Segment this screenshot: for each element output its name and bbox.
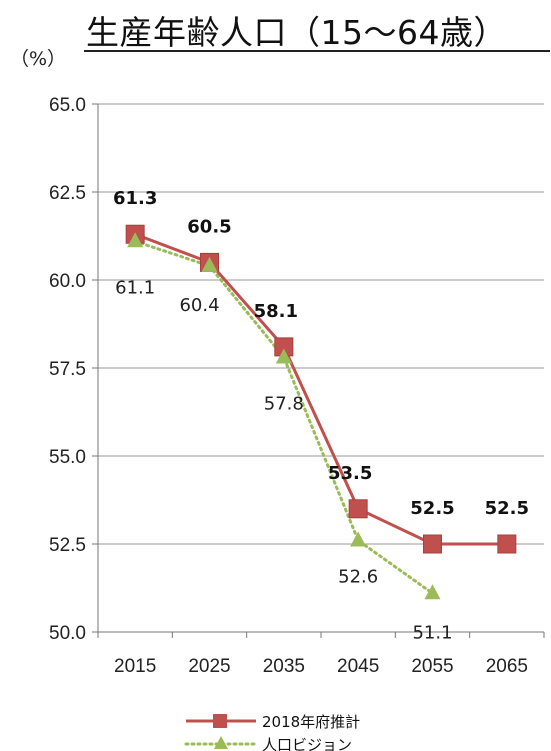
grid-lines — [98, 103, 544, 545]
x-tick-label-2065: 2065 — [486, 656, 528, 677]
data-label-b-2015: 61.1 — [115, 277, 155, 298]
data-label-a-2035: 58.1 — [254, 301, 298, 322]
x-tick-label-2055: 2055 — [411, 656, 453, 677]
x-tick-label-2015: 2015 — [114, 656, 156, 677]
data-label-a-2015: 61.3 — [113, 188, 157, 209]
chart-title: 生産年齢人口（15～64歳） — [86, 13, 507, 52]
y-tick-label-57.5: 57.5 — [49, 359, 86, 380]
axes — [92, 103, 545, 638]
y-tick-label-50.0: 50.0 — [49, 623, 86, 644]
y-tick-label-55.0: 55.0 — [49, 447, 86, 468]
marker-a-2045 — [348, 499, 368, 519]
x-tick-label-2045: 2045 — [337, 656, 379, 677]
title-underline — [84, 50, 550, 52]
y-tick-label-65.0: 65.0 — [49, 95, 86, 116]
marker-b-2045 — [350, 531, 367, 547]
y-tick-label-52.5: 52.5 — [49, 535, 86, 556]
series-layer — [125, 224, 517, 600]
x-tick-label-2035: 2035 — [263, 656, 305, 677]
data-label-a-2055: 52.5 — [410, 498, 454, 519]
marker-a-2055 — [423, 534, 442, 554]
data-label-a-2025: 60.5 — [187, 216, 231, 237]
data-label-b-2035: 57.8 — [264, 393, 304, 414]
legend-label-a: 2018年府推計 — [262, 713, 360, 731]
y-axis-unit: （%） — [10, 48, 67, 70]
y-tick-labels: 50.0 52.5 55.0 57.5 60.0 62.5 65.0 — [49, 95, 86, 644]
marker-b-2025 — [201, 256, 218, 272]
marker-b-2055 — [424, 584, 441, 600]
data-label-b-2025: 60.4 — [179, 295, 219, 316]
legend-marker-b — [214, 736, 228, 749]
legend-marker-a — [213, 714, 227, 728]
y-tick-label-62.5: 62.5 — [49, 183, 86, 204]
marker-b-2035 — [275, 348, 292, 364]
x-tick-label-2025: 2025 — [188, 656, 230, 677]
series-line-a — [134, 232, 507, 546]
data-label-a-2065: 52.5 — [485, 498, 529, 519]
y-tick-label-60.0: 60.0 — [49, 271, 86, 292]
data-label-a-2045: 53.5 — [328, 463, 372, 484]
data-label-b-2055: 51.1 — [412, 622, 452, 643]
data-labels: 61.3 60.5 58.1 53.5 52.5 52.5 61.1 60.4 57.8 52.6… — [113, 188, 529, 643]
marker-a-2065 — [497, 534, 517, 554]
x-tick-labels: 2015 2025 2035 2045 2055 2065 — [114, 656, 528, 677]
legend-label-b: 人口ビジョン — [262, 736, 352, 751]
data-label-b-2045: 52.6 — [338, 566, 378, 587]
marker-b-2015 — [127, 232, 144, 248]
